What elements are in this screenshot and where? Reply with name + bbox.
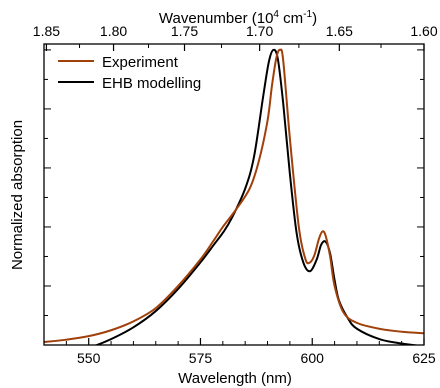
legend: Experiment EHB modelling [58, 54, 201, 92]
plot-frame [43, 43, 425, 346]
x-tick-label: 550 [77, 350, 101, 366]
legend-label-ehb-modelling: EHB modelling [102, 75, 201, 92]
x-axis-title: Wavelength (nm) [178, 370, 292, 387]
top-axis-title-part: cm [279, 10, 303, 27]
top-axis-title-exponent: -1 [303, 9, 312, 20]
x-tick-label: 575 [189, 350, 213, 366]
top-tick-label: 1.65 [326, 23, 353, 39]
top-tick-label: 1.85 [33, 23, 60, 39]
x-tick-label: 625 [412, 350, 436, 366]
legend-label-experiment: Experiment [102, 54, 179, 71]
top-tick-label: 1.70 [246, 23, 273, 39]
top-axis-title-part: Wavenumber (10 [159, 10, 274, 27]
x-tick-label: 600 [301, 350, 325, 366]
top-tick-label: 1.60 [410, 23, 437, 39]
top-tick-label: 1.75 [171, 23, 198, 39]
series-line-ehb-modelling [94, 48, 421, 345]
series-line-experiment [44, 48, 424, 344]
top-axis-title-exponent: 4 [273, 9, 279, 20]
top-axis-title-part: ) [312, 10, 317, 27]
top-tick-label: 1.80 [100, 23, 127, 39]
y-axis-title: Normalized absorption [9, 120, 26, 270]
top-axis-title: Wavenumber (104 cm-1) [159, 9, 317, 27]
